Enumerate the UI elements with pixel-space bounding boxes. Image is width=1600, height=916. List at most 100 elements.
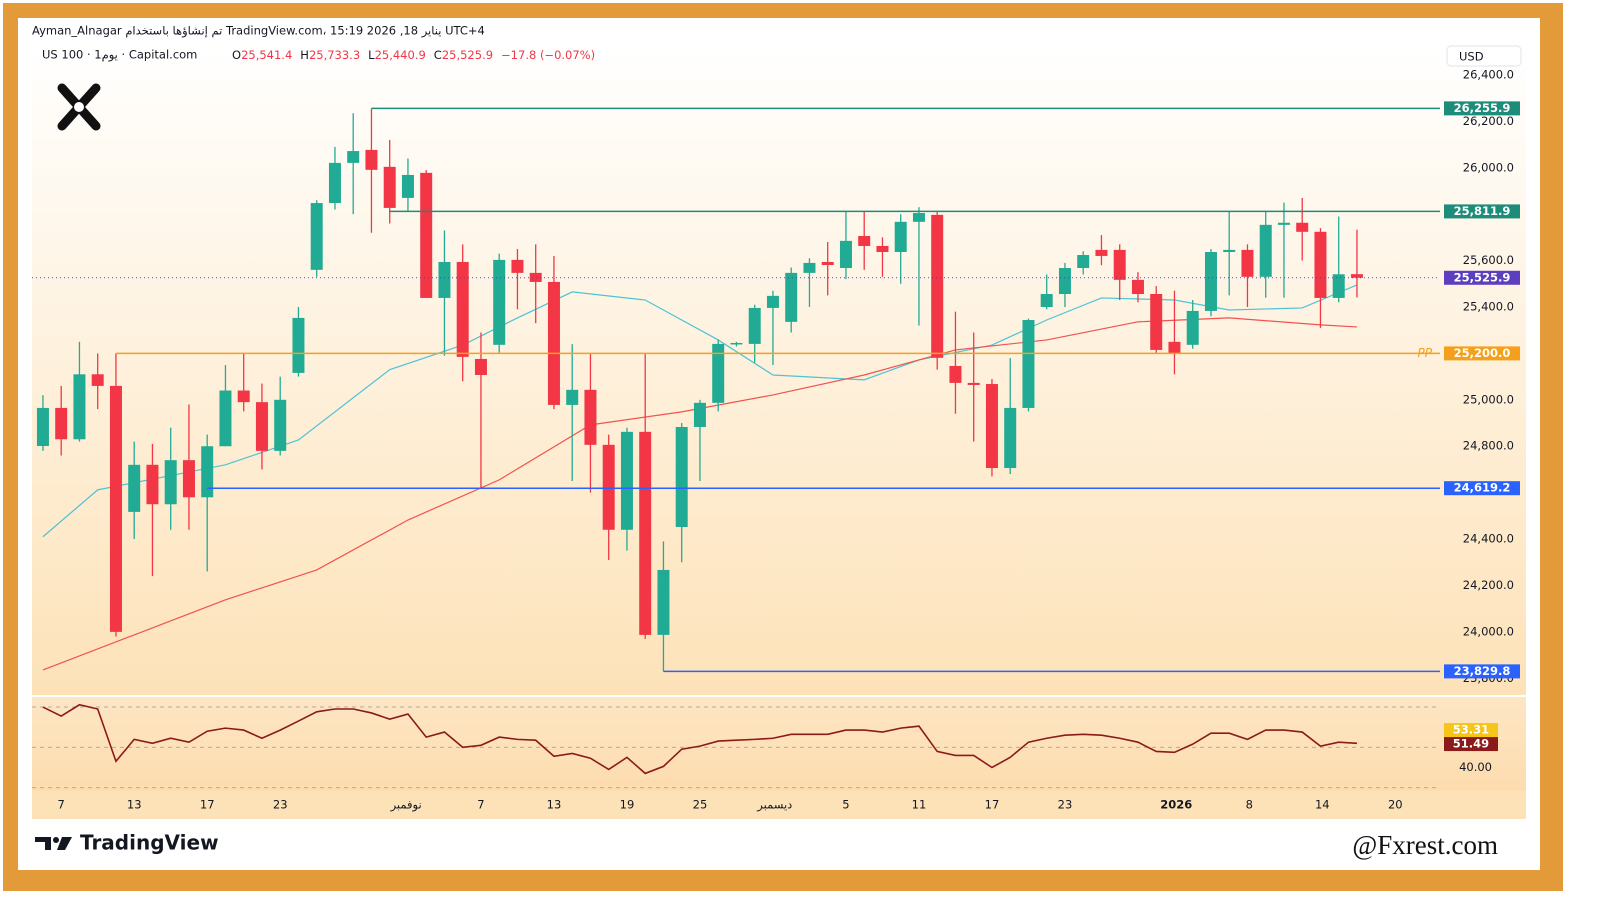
x-tick-label: نوفمبر [390, 798, 422, 813]
candle-body [401, 174, 414, 198]
candle-body [1241, 249, 1254, 277]
candle-body [274, 399, 287, 451]
candle-body [201, 446, 214, 498]
candle-body [949, 365, 962, 383]
candle-body [657, 569, 670, 635]
candle-body [1095, 249, 1108, 256]
rsi-tick-label: 40.00 [1459, 760, 1492, 774]
candle-body [1004, 407, 1017, 469]
level-badge [1444, 101, 1520, 116]
candle-body [547, 281, 560, 405]
symbol: US 100 · 1يوم · Capital.com [42, 48, 197, 63]
moving-average [42, 317, 1357, 671]
x-tick-label: 2026 [1160, 798, 1192, 812]
x-tick-label: 23 [1058, 798, 1073, 812]
candle-body [602, 444, 615, 530]
x-tick-label: 13 [127, 798, 142, 812]
ohlc-value: 25,440.9 [375, 48, 426, 62]
candle-body [785, 272, 798, 322]
x-tick-label: 8 [1246, 798, 1253, 812]
candle-body [639, 431, 652, 635]
y-tick-label: 24,200.0 [1463, 578, 1514, 592]
ohlc-value: 25,541.4 [241, 48, 292, 62]
candle-body [931, 214, 944, 358]
x-tick-label: 13 [547, 798, 562, 812]
candle-body [1259, 224, 1272, 277]
logo [57, 83, 101, 131]
candle-body [1113, 249, 1126, 280]
rsi-badge-label: 51.49 [1453, 737, 1489, 751]
candle-body [620, 431, 633, 530]
level-label: 25,200.0 [1454, 346, 1511, 360]
candle-body [55, 407, 68, 440]
level-badge [1444, 204, 1520, 219]
candle-body [766, 295, 779, 308]
price-pane [32, 45, 1526, 695]
candle-body [1040, 294, 1053, 307]
candle-body [365, 149, 378, 170]
candle-body [1223, 249, 1236, 252]
candle-body [1150, 294, 1163, 350]
candle-body [219, 390, 232, 447]
level-badge [1444, 346, 1520, 361]
candle-body [584, 389, 597, 445]
candle-body [675, 426, 688, 527]
rsi-badge [1444, 737, 1498, 752]
candle-body [109, 385, 122, 632]
candle-body [347, 151, 360, 163]
candle-body [1314, 231, 1327, 298]
y-tick-label: 24,000.0 [1463, 624, 1514, 638]
candle-body [292, 317, 305, 373]
plot [36, 108, 1363, 672]
rsi-line [42, 703, 1358, 775]
candle-body [456, 261, 469, 357]
x-tick-label: 23 [273, 798, 288, 812]
x-tick-label: 5 [842, 798, 849, 812]
candle-body [1186, 310, 1199, 345]
candle-body [474, 358, 487, 375]
y-tick-label: 24,400.0 [1463, 532, 1514, 546]
x-tick-label: 19 [620, 798, 635, 812]
candle-body [91, 374, 104, 386]
candle-body [712, 343, 725, 403]
candle-body [967, 382, 980, 385]
level-label: 25,811.9 [1454, 204, 1511, 218]
last-price-badge [1444, 270, 1520, 285]
candle-body [1058, 268, 1071, 295]
last-price-label: 25,525.9 [1454, 270, 1511, 284]
ohlc-key: H [300, 48, 309, 62]
rsi-badge-label: 53.31 [1453, 723, 1489, 737]
candle-body [1277, 222, 1290, 225]
watermark: @Fxrest.com [1352, 830, 1498, 860]
candle-body [420, 172, 433, 298]
candle-body [730, 342, 743, 345]
ohlc-key: L [368, 48, 375, 62]
ohlc-key: C [434, 48, 442, 62]
y-tick-label: 26,000.0 [1463, 160, 1514, 174]
x-tick-label: 7 [58, 798, 65, 812]
y-tick-label: 25,600.0 [1463, 253, 1514, 267]
candle-body [858, 235, 871, 246]
candle-body [438, 261, 451, 298]
currency: USD [1459, 50, 1484, 64]
candle-body [529, 272, 542, 282]
y-tick-label: 26,400.0 [1463, 67, 1514, 81]
candle-body [1332, 274, 1345, 298]
candle-body [383, 166, 396, 208]
candle-body [1077, 255, 1090, 269]
candle-body [164, 460, 177, 505]
candle-body [566, 389, 579, 405]
ohlc-value: 25,525.9 [442, 48, 493, 62]
x-tick-label: 20 [1388, 798, 1403, 812]
x-tick-label: 14 [1315, 798, 1330, 812]
ohlc-key: O [232, 48, 241, 62]
y-tick-label: 25,000.0 [1463, 392, 1514, 406]
moving-average [42, 284, 1358, 538]
candle-body [1168, 341, 1181, 353]
candle-body [146, 464, 159, 505]
candle-body [1204, 251, 1217, 311]
x-tick-label: 11 [912, 798, 927, 812]
x-tick-label: 25 [693, 798, 708, 812]
candle-body [693, 402, 706, 427]
